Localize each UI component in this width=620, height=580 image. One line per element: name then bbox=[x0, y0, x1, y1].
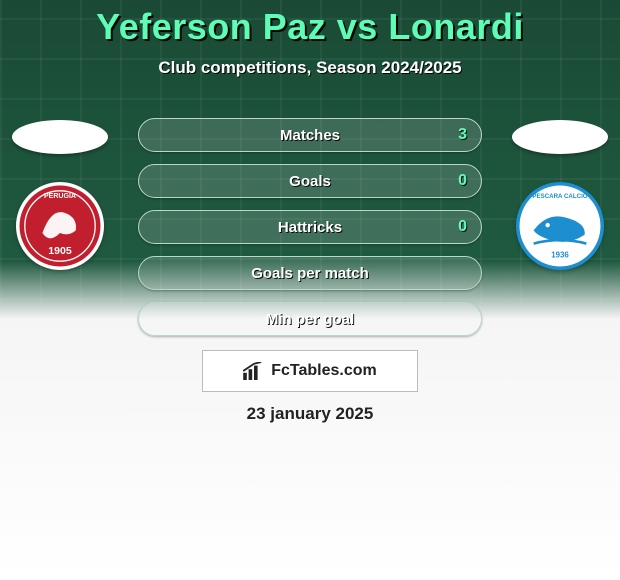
svg-text:1936: 1936 bbox=[551, 251, 569, 260]
stat-right-value: 3 bbox=[458, 126, 467, 144]
stat-right-value: 0 bbox=[458, 218, 467, 236]
pescara-crest-icon: 1936 PESCARA CALCIO bbox=[516, 182, 604, 270]
snapshot-date: 23 january 2025 bbox=[247, 404, 374, 424]
comparison-subtitle: Club competitions, Season 2024/2025 bbox=[158, 58, 461, 78]
stat-label: Min per goal bbox=[266, 311, 354, 328]
right-player-column: 1936 PESCARA CALCIO bbox=[512, 120, 608, 270]
watermark-text: FcTables.com bbox=[271, 362, 377, 380]
watermark-box: FcTables.com bbox=[202, 350, 418, 392]
stats-list: Matches 3 Goals 0 Hattricks 0 Goals per match M… bbox=[138, 118, 482, 336]
perugia-crest-icon: 1905 PERUGIA bbox=[16, 182, 104, 270]
stat-row: Min per goal bbox=[138, 302, 482, 336]
stat-label: Goals per match bbox=[251, 265, 369, 282]
left-player-column: 1905 PERUGIA bbox=[12, 120, 108, 270]
stat-row: Hattricks 0 bbox=[138, 210, 482, 244]
left-club-badge: 1905 PERUGIA bbox=[16, 182, 104, 270]
stat-row: Matches 3 bbox=[138, 118, 482, 152]
comparison-title: Yeferson Paz vs Lonardi bbox=[96, 6, 524, 48]
svg-text:PERUGIA: PERUGIA bbox=[44, 193, 76, 200]
bar-chart-icon bbox=[243, 362, 265, 380]
stat-label: Hattricks bbox=[278, 219, 342, 236]
stat-right-value: 0 bbox=[458, 172, 467, 190]
stat-label: Goals bbox=[289, 173, 331, 190]
stat-row: Goals 0 bbox=[138, 164, 482, 198]
svg-text:1905: 1905 bbox=[48, 245, 72, 257]
left-player-placeholder bbox=[12, 120, 108, 154]
svg-text:PESCARA CALCIO: PESCARA CALCIO bbox=[532, 193, 587, 200]
right-club-badge: 1936 PESCARA CALCIO bbox=[516, 182, 604, 270]
stat-label: Matches bbox=[280, 127, 340, 144]
stat-row: Goals per match bbox=[138, 256, 482, 290]
right-player-placeholder bbox=[512, 120, 608, 154]
content-container: Yeferson Paz vs Lonardi Club competition… bbox=[0, 0, 620, 580]
